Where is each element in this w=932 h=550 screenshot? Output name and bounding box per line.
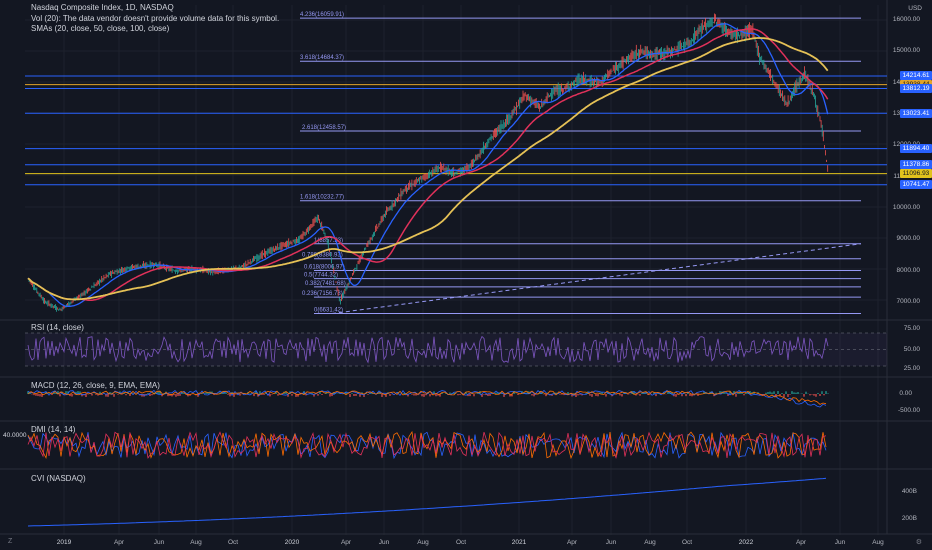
trend-line: [331, 243, 862, 315]
time-axis-label: 2021: [511, 539, 527, 546]
price-tag: 13812.19: [900, 84, 932, 94]
chart-title[interactable]: Nasdaq Composite Index, 1D, NASDAQ: [31, 3, 174, 12]
fib-level-label: 0.618(8006.97): [304, 264, 345, 270]
adx-line: [27, 431, 827, 459]
fib-level-label: 2.618(12458.57): [302, 125, 346, 131]
sma100-line: [27, 37, 829, 301]
price-axis-label: 9000.00: [896, 235, 921, 243]
price-tag: 11096.93: [900, 169, 932, 179]
macd-line: [27, 389, 827, 408]
macd-pane: [27, 389, 829, 408]
price-tag: 10741.47: [900, 180, 932, 190]
time-axis-label: Jun: [378, 539, 390, 546]
fib-level-label: 0.5(7744.32): [304, 273, 338, 279]
fib-level-label: 0.786(8380.93): [302, 253, 343, 259]
rsi-title[interactable]: RSI (14, close): [31, 323, 84, 332]
time-axis-label: Apr: [340, 539, 352, 546]
time-axis-label: 2022: [738, 539, 754, 546]
dmi-plus-line: [27, 431, 827, 460]
time-axis-label: Oct: [681, 539, 693, 546]
price-axis-label: 16000.00: [892, 16, 920, 23]
rsi-axis-50: 50.00: [903, 346, 920, 353]
fib-extension[interactable]: 4.236(16059.91) 3.618(14684.37) 2.618(1245…: [300, 12, 862, 315]
price-axis-label: 15000.00: [892, 47, 920, 55]
time-axis-label: 2020: [284, 539, 300, 546]
fib-level-label: 1.618(10232.77): [300, 195, 344, 201]
time-axis-label: Apr: [566, 539, 578, 546]
cvi-title[interactable]: CVI (NASDAQ): [31, 474, 86, 483]
fib-level-label: 0.236(7156.78): [302, 291, 343, 297]
price-tag: 11378.86: [900, 160, 932, 170]
candles: [27, 13, 829, 312]
time-axis-label: 2019: [56, 539, 72, 546]
dmi-left-axis: 40.0000: [3, 432, 27, 439]
price-axis-label: 7000.00: [896, 298, 921, 305]
time-axis-label: Aug: [644, 539, 656, 546]
time-axis-label: Jun: [153, 539, 165, 546]
macd-title[interactable]: MACD (12, 26, close, 9, EMA, EMA): [31, 381, 160, 390]
price-tag: 14214.61: [900, 71, 932, 81]
rsi-pane: [25, 332, 887, 367]
horizontal-lines[interactable]: [25, 75, 887, 186]
dmi-minus-line: [27, 430, 827, 460]
rsi-line: [27, 335, 829, 364]
rsi-axis-25: 25.00: [903, 365, 920, 372]
currency-label: USD: [908, 5, 922, 12]
time-axis-label: Oct: [227, 539, 239, 546]
time-axis-label: Apr: [795, 539, 807, 546]
macd-axis-0: 0.00: [899, 390, 912, 397]
fib-level-label: 4.236(16059.91): [300, 12, 344, 18]
time-axis-label: Apr: [113, 539, 125, 546]
sma50-line: [27, 28, 829, 301]
macd-signal-line: [27, 390, 827, 405]
rsi-axis-75: 75.00: [903, 325, 920, 332]
volume-legend[interactable]: Vol (20): The data vendor doesn't provid…: [31, 14, 280, 23]
time-axis-label: Aug: [190, 539, 202, 546]
gear-icon[interactable]: ⚙: [915, 539, 922, 546]
sma-legend[interactable]: SMAs (20, close, 50, close, 100, close): [31, 24, 170, 33]
macd-axis-500: -500.00: [897, 407, 920, 414]
price-axis-label: 10000.00: [892, 204, 920, 211]
cvi-pane: [27, 477, 827, 527]
price-tag: 11894.40: [900, 144, 932, 154]
time-axis-label: Jun: [605, 539, 617, 546]
z-icon[interactable]: Z: [8, 538, 13, 545]
fib-level-label: 3.618(14684.37): [300, 55, 344, 61]
cvi-axis-200: 200B: [901, 515, 917, 522]
fib-level-label: 0(6631.42): [314, 308, 343, 314]
price-tag: 13023.41: [900, 108, 932, 118]
cvi-axis-400: 400B: [901, 488, 917, 495]
fib-level-label: 0.382(7481.68): [305, 281, 346, 287]
time-axis-label: Jun: [834, 539, 846, 546]
time-axis-label: Oct: [455, 539, 467, 546]
dmi-title[interactable]: DMI (14, 14): [31, 425, 76, 434]
price-axis-label: 8000.00: [896, 266, 921, 274]
sma-lines: [27, 23, 829, 307]
pane-separators: [0, 0, 932, 535]
time-axis-label: Aug: [872, 539, 884, 546]
sma20-line: [27, 23, 829, 307]
dmi-pane: [27, 430, 827, 460]
cvi-line: [27, 477, 827, 527]
time-axis-label: Aug: [417, 539, 429, 546]
